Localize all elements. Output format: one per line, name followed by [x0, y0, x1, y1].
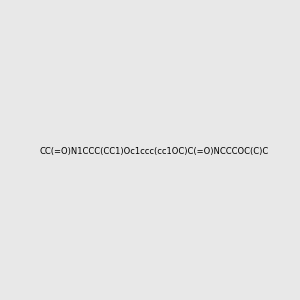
- Text: CC(=O)N1CCC(CC1)Oc1ccc(cc1OC)C(=O)NCCCOC(C)C: CC(=O)N1CCC(CC1)Oc1ccc(cc1OC)C(=O)NCCCOC…: [39, 147, 268, 156]
